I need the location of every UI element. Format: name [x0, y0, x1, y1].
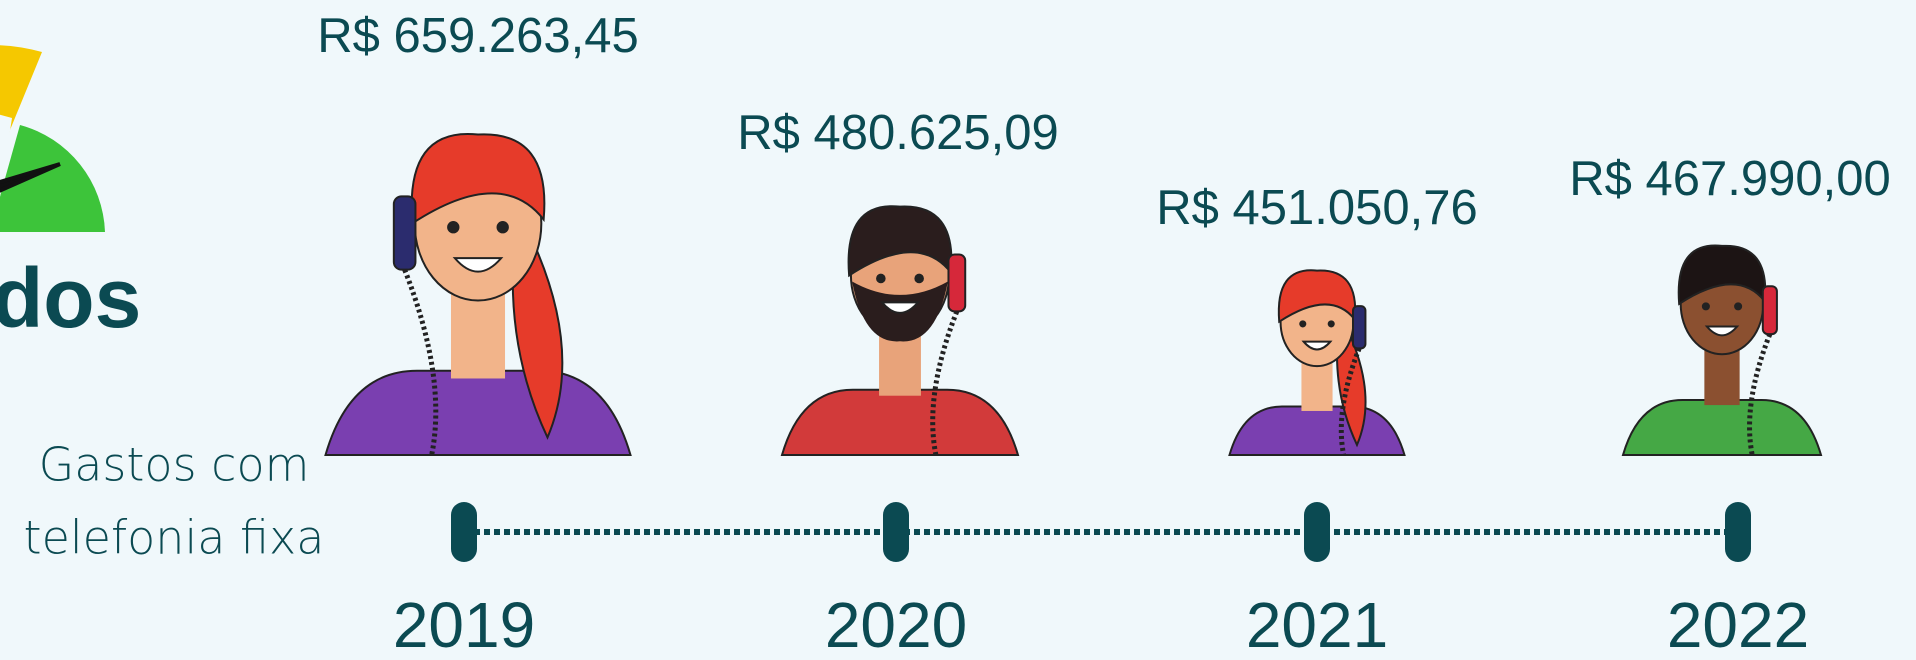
person-smile — [452, 257, 504, 273]
person — [780, 205, 1020, 456]
person — [324, 132, 632, 456]
people — [324, 132, 1823, 456]
person-hair — [1277, 269, 1357, 324]
person-shirt — [324, 369, 632, 456]
amount-label: R$ 659.263,45 — [317, 9, 639, 63]
person-shirt — [1228, 405, 1406, 456]
person-phone — [1761, 285, 1778, 336]
year-label: 2022 — [1667, 589, 1809, 660]
person-eye — [496, 221, 509, 234]
person-eye — [1327, 320, 1335, 328]
person-cord — [1747, 333, 1773, 456]
person-cord — [930, 310, 960, 456]
person-shirt — [1621, 399, 1823, 456]
gauge-yellow — [0, 45, 42, 181]
gauge — [0, 45, 105, 232]
person-hair — [410, 132, 546, 226]
person-cord — [402, 268, 439, 456]
gauge-needle — [0, 162, 61, 193]
timeline-marker — [451, 502, 477, 562]
person-phone — [392, 195, 417, 271]
amount-label: R$ 467.990,00 — [1569, 152, 1891, 206]
person-phone — [1351, 305, 1367, 350]
timeline-marker — [883, 502, 909, 562]
heading: dos — [0, 251, 141, 345]
person-phone — [947, 253, 967, 313]
gauge-gap — [0, 114, 12, 198]
person-eye — [914, 273, 924, 284]
person-cord — [1338, 347, 1362, 456]
person-eye — [1299, 320, 1307, 328]
timeline: 2019 R$ 659.263,45 2020 R$ 480.625,09 2021 R$… — [317, 9, 1891, 660]
year-label: 2021 — [1246, 589, 1388, 660]
person-smile — [879, 301, 921, 314]
person-smile — [1301, 340, 1333, 351]
person-shirt — [780, 388, 1020, 456]
amount-label: R$ 451.050,76 — [1156, 181, 1478, 235]
person-eye — [1701, 302, 1710, 311]
person-hair — [847, 205, 953, 278]
person-eye — [447, 221, 460, 234]
person-smile — [1704, 325, 1740, 337]
year-label: 2020 — [825, 589, 967, 660]
amount-label: R$ 480.625,09 — [737, 106, 1059, 160]
timeline-marker — [1304, 502, 1330, 562]
gauge-green — [0, 125, 105, 232]
person-eye — [1734, 302, 1743, 311]
timeline-marker — [1725, 502, 1751, 562]
person-hair — [1677, 244, 1767, 306]
caption-line: telefonia fixa — [24, 511, 325, 565]
year-label: 2019 — [393, 589, 535, 660]
person — [1621, 244, 1823, 456]
caption-line: Gastos com — [39, 438, 310, 492]
person — [1228, 269, 1406, 456]
person-eye — [876, 273, 886, 284]
